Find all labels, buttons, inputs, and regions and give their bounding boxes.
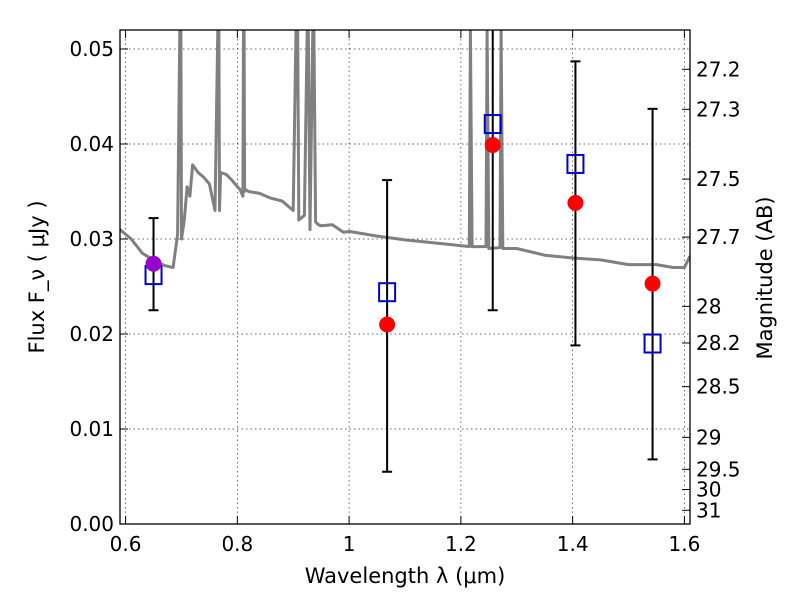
model-square-point [378, 282, 397, 303]
x-tick-label: 1.6 [669, 532, 701, 556]
purple-point [145, 255, 162, 272]
right-tick-label: 29 [696, 425, 721, 449]
right-tick-label: 27.5 [696, 167, 741, 191]
model-square-point [483, 114, 502, 135]
observed-point [567, 194, 584, 211]
tick-labels: 0.6 0.8 1 1.2 1.4 1.6 0.00 0.01 0.02 0.03 0.04 0.05… [69, 37, 740, 556]
plot-frame [119, 29, 691, 525]
x-tick-label: 1 [343, 532, 356, 556]
y-tick-label: 0.02 [69, 322, 114, 346]
right-tick-label: 27.2 [696, 57, 741, 81]
x-tick-label: 0.8 [221, 532, 253, 556]
y-tick-label: 0.03 [69, 227, 114, 251]
plot-content [120, 30, 690, 473]
observed-point [379, 316, 396, 333]
model-square-point [643, 333, 662, 354]
right-axis-label: Magnitude (AB) [753, 196, 777, 359]
right-tick-label: 28.5 [696, 375, 741, 399]
right-tick-label: 31 [696, 498, 721, 522]
axis-ticks [120, 30, 690, 525]
plot-background [120, 30, 690, 524]
x-tick-label: 0.6 [110, 532, 142, 556]
y-tick-label: 0.00 [69, 512, 114, 536]
y-tick-label: 0.04 [69, 132, 114, 156]
y-tick-label: 0.05 [69, 37, 114, 61]
observed-point [484, 136, 501, 153]
model-square-point [566, 153, 585, 174]
right-tick-label: 28.2 [696, 331, 741, 355]
right-tick-label: 28 [696, 294, 721, 318]
right-tick-label: 27.3 [696, 97, 741, 121]
x-tick-label: 1.2 [445, 532, 477, 556]
x-axis-label: Wavelength λ (μm) [305, 564, 506, 588]
right-tick-label: 30 [696, 478, 721, 502]
y-axis-label: Flux F_ν ( μJy ) [25, 200, 50, 353]
y-tick-label: 0.01 [69, 417, 114, 441]
markers [144, 114, 662, 354]
observed-point [644, 275, 661, 292]
right-tick-label: 29.5 [696, 457, 741, 481]
right-tick-label: 27.7 [696, 225, 741, 249]
x-tick-label: 1.4 [557, 532, 589, 556]
